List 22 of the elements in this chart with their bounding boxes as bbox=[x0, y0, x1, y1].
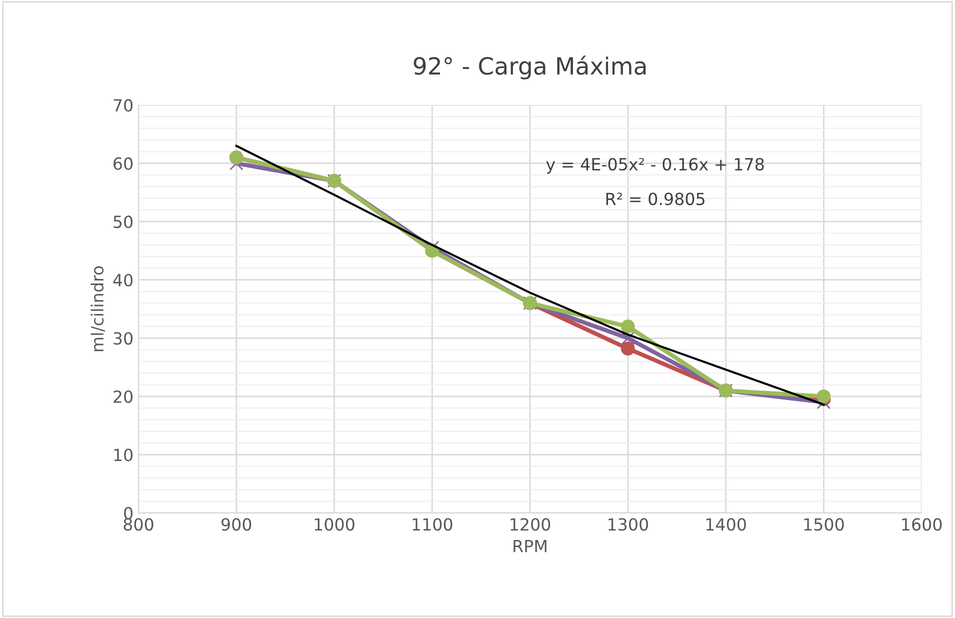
chart-title: 92° - Carga Máxima bbox=[414, 56, 646, 80]
y-tick-label: 0 bbox=[124, 506, 133, 520]
x-tick-label: 1200 bbox=[510, 518, 550, 531]
x-tick-label: 1400 bbox=[706, 518, 746, 531]
annotation: y = 4E-05x² - 0.16x + 178 bbox=[546, 158, 764, 174]
y-tick-label: 40 bbox=[113, 274, 133, 286]
x-tick-label: 900 bbox=[222, 518, 252, 531]
x-axis-title: RPM bbox=[514, 540, 546, 552]
y-tick-label: 60 bbox=[114, 157, 133, 170]
annotation: R² = 0.9805 bbox=[606, 192, 704, 206]
x-tick-label: 1500 bbox=[804, 518, 844, 531]
y-tick-label: 50 bbox=[114, 216, 133, 228]
y-tick-label: 20 bbox=[114, 390, 133, 403]
x-tick-label: 1300 bbox=[608, 518, 648, 531]
x-tick-label: 1100 bbox=[412, 518, 452, 531]
y-tick-label: 10 bbox=[114, 448, 133, 462]
y-tick-label: 30 bbox=[114, 332, 133, 345]
x-tick-label: 800 bbox=[124, 518, 154, 531]
x-tick-label: 1600 bbox=[902, 518, 942, 531]
y-axis-title: ml/cilindro bbox=[90, 266, 105, 352]
y-tick-label: 70 bbox=[114, 99, 133, 112]
x-tick-label: 1000 bbox=[314, 518, 354, 531]
